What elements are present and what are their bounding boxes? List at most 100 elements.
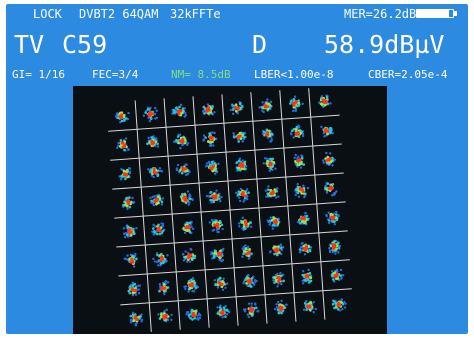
- symbol-dot: [131, 311, 135, 315]
- symbol-dot: [246, 284, 249, 288]
- symbol-dot: [205, 109, 209, 113]
- symbol-cluster: [325, 210, 340, 226]
- symbol-dot: [277, 276, 281, 280]
- symbol-dot: [128, 196, 131, 199]
- symbol-dot: [276, 223, 280, 227]
- signal-level: 58.9dBµV: [324, 30, 445, 59]
- symbol-dot: [266, 188, 270, 191]
- symbol-dot: [218, 197, 221, 200]
- symbol-dot: [137, 315, 141, 319]
- symbol-dot: [243, 135, 246, 139]
- symbol-dot: [210, 218, 214, 222]
- symbol-cluster: [289, 124, 305, 139]
- symbol-cluster: [268, 243, 285, 257]
- symbol-dot: [269, 216, 273, 219]
- symbol-dot: [306, 304, 310, 308]
- symbol-dot: [131, 196, 134, 200]
- symbol-dot: [121, 141, 125, 145]
- symbol-dot: [188, 221, 192, 225]
- symbol-cluster: [129, 311, 144, 327]
- symbol-dot: [156, 253, 159, 257]
- symbol-dot: [327, 219, 331, 222]
- symbol-dot: [234, 103, 238, 107]
- symbol-dot: [329, 129, 333, 132]
- symbol-dot: [221, 288, 225, 292]
- symbol-cluster: [294, 182, 310, 199]
- symbol-dot: [213, 252, 217, 255]
- symbol-dot: [242, 281, 245, 285]
- symbol-cluster: [171, 103, 187, 118]
- symbol-dot: [297, 158, 301, 162]
- symbol-dot: [127, 148, 130, 152]
- symbol-dot: [185, 311, 189, 314]
- symbol-dot: [160, 231, 164, 235]
- symbol-dot: [231, 104, 234, 107]
- symbol-dot: [340, 276, 343, 280]
- symbol-cluster: [185, 308, 202, 321]
- symbol-dot: [237, 163, 241, 167]
- symbol-dot: [239, 161, 243, 165]
- symbol-dot: [156, 169, 160, 173]
- symbol-dot: [231, 108, 235, 111]
- symbol-dot: [211, 257, 214, 260]
- symbol-dot: [273, 188, 277, 192]
- symbol-dot: [190, 257, 194, 260]
- symbol-dot: [186, 260, 189, 263]
- symbol-dot: [332, 246, 336, 250]
- symbol-dot: [162, 283, 166, 286]
- symbol-dot: [154, 106, 157, 110]
- symbol-dot: [211, 229, 215, 232]
- symbol-dot: [193, 314, 197, 318]
- lock-status: LOCK: [33, 7, 62, 21]
- symbol-dot: [312, 301, 315, 304]
- status-bar: LOCK DVBT2 64QAM 32kFFTe MER=26.2dB: [6, 4, 468, 24]
- symbol-dot: [146, 108, 150, 111]
- symbol-dot: [155, 232, 159, 236]
- symbol-cluster: [320, 125, 334, 138]
- symbol-dot: [308, 275, 312, 279]
- symbol-cluster: [241, 244, 253, 260]
- symbol-dot: [297, 125, 301, 128]
- symbol-dot: [148, 110, 152, 114]
- symbol-dot: [119, 139, 123, 142]
- symbol-dot: [150, 136, 154, 139]
- symbol-dot: [235, 191, 238, 195]
- symbol-dot: [128, 170, 132, 173]
- symbol-dot: [302, 308, 306, 311]
- symbol-dot: [327, 221, 331, 225]
- symbol-dot: [156, 145, 160, 148]
- symbol-cluster: [216, 304, 231, 319]
- symbol-dot: [216, 312, 220, 315]
- symbol-dot: [273, 281, 276, 284]
- symbol-dot: [254, 303, 257, 306]
- symbol-dot: [269, 250, 272, 253]
- symbol-dot: [115, 112, 119, 116]
- symbol-dot: [273, 252, 276, 256]
- symbol-dot: [190, 284, 194, 288]
- symbol-dot: [147, 136, 150, 140]
- battery-tip: [454, 11, 457, 16]
- symbol-dot: [308, 248, 312, 252]
- symbol-cluster: [205, 189, 223, 204]
- symbol-dot: [217, 230, 220, 234]
- symbol-dot: [320, 95, 324, 98]
- symbol-dot: [127, 199, 131, 203]
- symbol-dot: [269, 167, 273, 171]
- symbol-dot: [130, 287, 134, 291]
- symbol-dot: [224, 286, 227, 289]
- symbol-dot: [216, 286, 220, 289]
- symbol-dot: [153, 195, 157, 198]
- symbol-dot: [281, 246, 285, 249]
- symbol-dot: [323, 103, 327, 107]
- symbol-dot: [131, 281, 134, 284]
- symbol-dot: [120, 168, 123, 171]
- symbol-dot: [302, 270, 305, 273]
- symbol-dot: [120, 113, 124, 117]
- symbol-dot: [336, 270, 339, 273]
- symbol-dot: [179, 109, 183, 113]
- symbol-dot: [183, 231, 187, 234]
- symbol-dot: [265, 157, 269, 161]
- symbol-dot: [301, 132, 305, 136]
- symbol-dot: [150, 199, 153, 203]
- symbol-cluster: [175, 163, 191, 177]
